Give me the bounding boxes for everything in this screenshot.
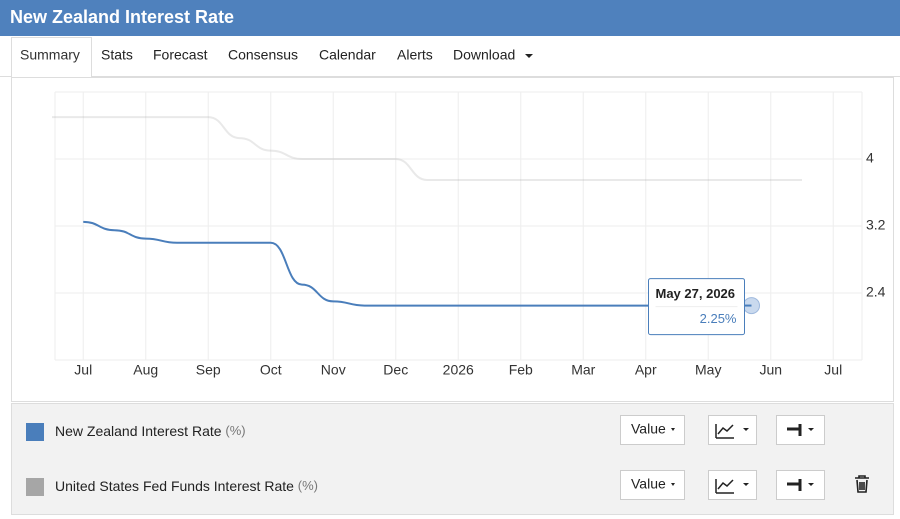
axis-icon [787,479,802,491]
chart-panel [11,77,894,402]
tab[interactable]: Forecast [153,47,208,63]
tab[interactable]: Stats [101,47,133,63]
tooltip-date: May 27, 2026 [656,286,736,301]
y-tick-label: 3.2 [866,217,886,233]
caret [808,428,814,431]
x-tick-label: Mar [571,362,595,378]
value-dropdown-label: Value [631,421,666,437]
line-icon [715,479,734,494]
legend-swatch [26,478,44,496]
y-tick-label: 4 [866,150,874,166]
legend-name: United States Fed Funds Interest Rate [55,478,294,494]
caret [808,483,814,486]
legend-swatch [26,423,44,441]
axis-icon [787,424,802,436]
x-tick-label: Aug [133,362,158,378]
x-tick-label: Sep [196,362,221,378]
tab[interactable]: Calendar [319,47,376,63]
active-tab-mask [12,70,91,78]
dropdown-caret [525,54,533,58]
tab[interactable]: Alerts [397,47,433,63]
controls-row: Value [620,415,825,445]
caret [671,483,675,486]
caret [743,428,749,431]
tab[interactable]: Consensus [228,47,298,63]
legend-entry[interactable]: New Zealand Interest Rate (%) [55,423,246,439]
legend-unit: (%) [225,423,245,438]
x-tick-label: Oct [260,362,282,378]
x-tick-label: Dec [383,362,408,378]
value-dropdown-label: Value [631,476,666,492]
x-tick-label: Nov [321,362,346,378]
x-tick-label: Jul [824,362,842,378]
x-tick-label: May [695,362,721,378]
x-tick-label: 2026 [443,362,474,378]
x-tick-label: Jul [74,362,92,378]
legend-unit: (%) [298,478,318,493]
line-icon [715,424,734,439]
tab[interactable]: Download [453,47,515,63]
tooltip-value: 2.25% [700,311,737,326]
controls-row: Value [620,470,869,500]
legend-entry[interactable]: United States Fed Funds Interest Rate (%… [55,478,318,494]
caret [671,428,675,431]
plot: Jul Aug Sep Oct Nov Dec 2026 Feb Mar Apr May Jun Jul… [52,91,886,378]
series-line [52,116,802,181]
value-dropdown[interactable] [620,470,685,500]
tab[interactable]: Summary [20,47,80,63]
series-line [83,220,740,307]
header-bar [0,0,900,36]
x-tick-label: Apr [635,362,657,378]
legend-name: New Zealand Interest Rate [55,423,222,439]
header-title: New Zealand Interest Rate [10,7,234,27]
x-tick-label: Jun [759,362,782,378]
delete-icon[interactable] [855,475,869,493]
value-dropdown[interactable] [620,415,685,445]
y-tick-label: 2.4 [866,284,886,300]
x-tick-label: Feb [509,362,533,378]
caret [743,483,749,486]
legend-panel [11,403,894,515]
